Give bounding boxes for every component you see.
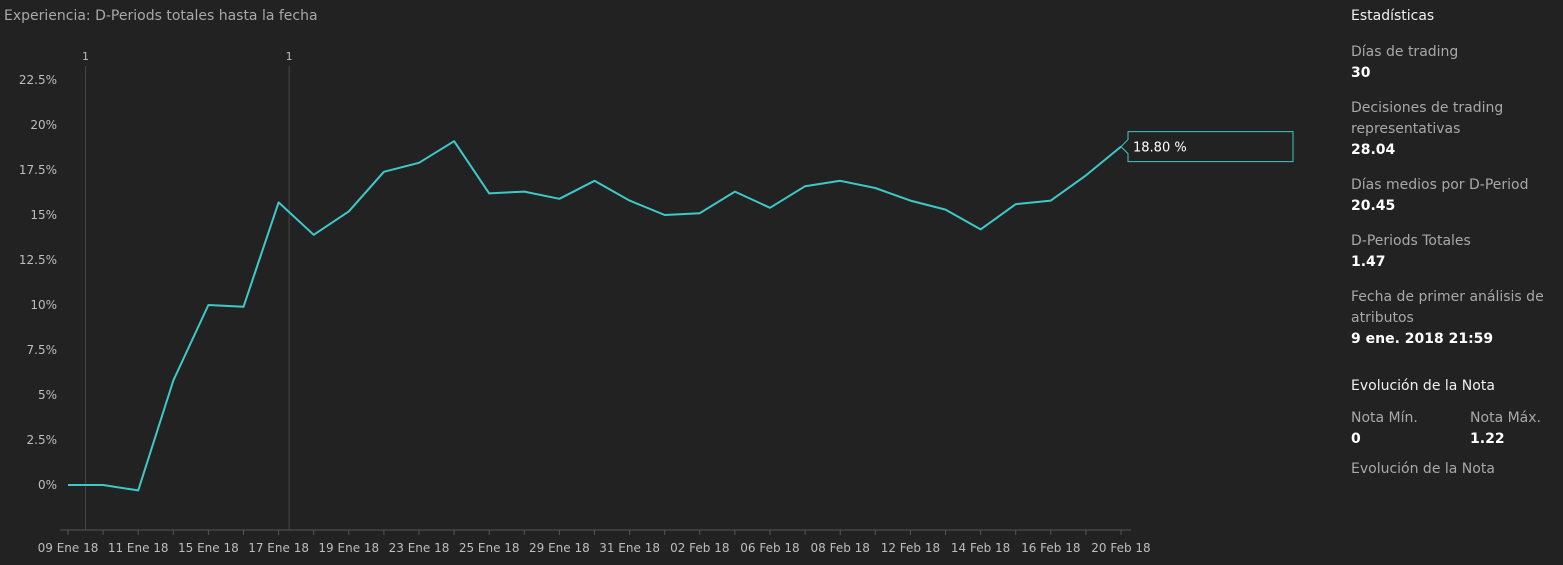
x-tick-label: 09 Ene 18 [38, 541, 99, 555]
experience-series-line [68, 140, 1122, 492]
y-tick-label: 10% [30, 298, 57, 312]
stat-trading-days: Días de trading 30 [1351, 42, 1556, 84]
x-tick-label: 25 Ene 18 [459, 541, 520, 555]
x-tick-label: 17 Ene 18 [248, 541, 309, 555]
stat-value: 1.47 [1351, 254, 1386, 270]
x-tick-label: 20 Feb 18 [1091, 541, 1150, 555]
nota-min-label: Nota Mín. [1351, 410, 1418, 426]
nota-evolution-link[interactable]: Evolución de la Nota [1351, 461, 1495, 477]
nota-heading: Evolución de la Nota [1351, 378, 1495, 394]
nota-max-value: 1.22 [1470, 431, 1505, 447]
x-tick-label: 31 Ene 18 [599, 541, 660, 555]
callout-box [1120, 131, 1294, 163]
stat-value: 9 ene. 2018 21:59 [1351, 331, 1494, 347]
stat-value: 20.45 [1351, 198, 1396, 214]
x-tick-label: 15 Ene 18 [178, 541, 239, 555]
chart-title: Experiencia: D-Periods totales hasta la … [4, 8, 318, 24]
stat-trading-decisions: Decisiones de trading representativas 28… [1351, 98, 1556, 161]
y-tick-label: 22.5% [19, 73, 57, 87]
stat-value: 28.04 [1351, 142, 1396, 158]
x-tick-label: 14 Feb 18 [951, 541, 1010, 555]
stat-total-dperiods: D-Periods Totales 1.47 [1351, 231, 1556, 273]
stats-heading: Estadísticas [1351, 8, 1435, 24]
callout-value: 18.80 % [1133, 141, 1187, 156]
nota-max-label: Nota Máx. [1470, 410, 1541, 426]
x-tick-label: 02 Feb 18 [670, 541, 729, 555]
y-tick-label: 7.5% [27, 343, 58, 357]
stat-label: Días de trading [1351, 44, 1459, 60]
x-tick-label: 06 Feb 18 [740, 541, 799, 555]
nota-range: Nota Mín. 0 Nota Máx. 1.22 [1351, 408, 1541, 450]
x-tick-label: 19 Ene 18 [318, 541, 379, 555]
event-marker-label: 1 [82, 50, 89, 63]
nota-min: Nota Mín. 0 [1351, 408, 1418, 450]
y-tick-label: 17.5% [19, 163, 57, 177]
y-tick-label: 2.5% [27, 433, 58, 447]
y-tick-label: 0% [38, 478, 57, 492]
last-value-callout: 18.80 % [1120, 131, 1294, 163]
stat-first-analysis-date: Fecha de primer análisis de atributos 9 … [1351, 287, 1556, 350]
y-tick-label: 20% [30, 118, 57, 132]
stat-avg-days: Días medios por D-Period 20.45 [1351, 175, 1556, 217]
y-axis: 0% 2.5% 5% 7.5% 10% 12.5% 15% 17.5% 20% 22.5% [19, 73, 57, 492]
y-tick-label: 15% [30, 208, 57, 222]
x-tick-label: 16 Feb 18 [1021, 541, 1080, 555]
stat-label: D-Periods Totales [1351, 233, 1471, 249]
stat-label: Decisiones de trading representativas [1351, 100, 1504, 137]
stat-value: 30 [1351, 65, 1371, 81]
y-tick-label: 12.5% [19, 253, 57, 267]
stat-label: Días medios por D-Period [1351, 177, 1529, 193]
nota-max: Nota Máx. 1.22 [1470, 408, 1541, 450]
y-tick-label: 5% [38, 388, 57, 402]
x-tick-label: 08 Feb 18 [810, 541, 869, 555]
nota-min-value: 0 [1351, 431, 1361, 447]
stats-panel: Estadísticas Días de trading 30 Decision… [1351, 8, 1556, 477]
x-axis: 09 Ene 18 11 Ene 18 15 Ene 18 17 Ene 18 19 E… [38, 530, 1151, 555]
event-marker-label: 1 [286, 50, 293, 63]
x-tick-label: 11 Ene 18 [108, 541, 169, 555]
x-tick-label: 23 Ene 18 [389, 541, 450, 555]
stat-label: Fecha de primer análisis de atributos [1351, 289, 1544, 326]
x-tick-label: 29 Ene 18 [529, 541, 590, 555]
x-tick-label: 12 Feb 18 [881, 541, 940, 555]
